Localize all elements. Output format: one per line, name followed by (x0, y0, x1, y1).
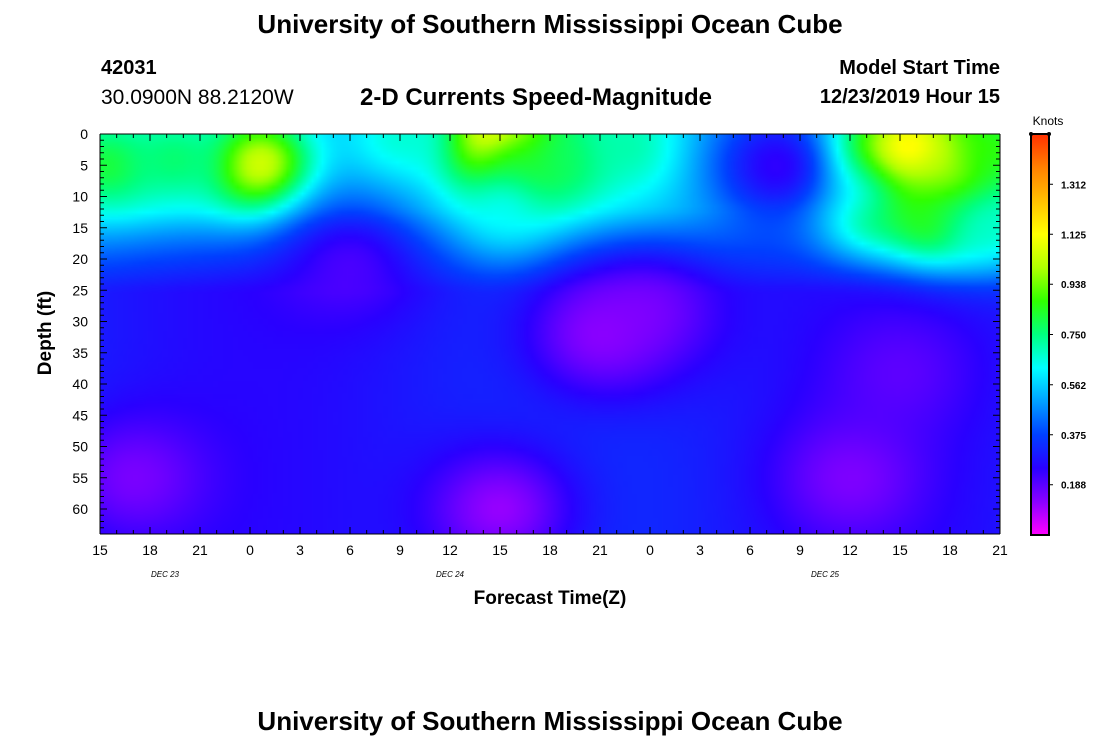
x-tick-label: 9 (396, 542, 404, 558)
x-axis-label: Forecast Time(Z) (474, 588, 627, 609)
x-tick-label: 12 (842, 542, 858, 558)
footer-title: University of Southern Mississippi Ocean… (257, 706, 843, 736)
colorbar-corner (1029, 132, 1033, 136)
y-tick-label: 30 (72, 314, 88, 330)
y-tick-label: 40 (72, 376, 88, 392)
x-tick-label: 21 (592, 542, 608, 558)
date-label: DEC 24 (436, 570, 465, 579)
x-tick-label: 18 (942, 542, 958, 558)
y-tick-label: 20 (72, 251, 88, 267)
plot-area (100, 134, 1000, 534)
y-tick-label: 60 (72, 501, 88, 517)
y-tick-label: 0 (80, 126, 88, 142)
chart-subtitle: 2-D Currents Speed-Magnitude (360, 84, 713, 111)
colorbar-tick-label: 0.188 (1061, 481, 1086, 492)
x-tick-label: 15 (92, 542, 108, 558)
x-tick-label: 6 (746, 542, 754, 558)
y-tick-label: 5 (80, 157, 88, 173)
model-start-value: 12/23/2019 Hour 15 (819, 86, 1000, 108)
heatmap-raster (100, 134, 1000, 534)
x-tick-label: 15 (492, 542, 508, 558)
y-tick-label: 35 (72, 345, 88, 361)
colorbar-tick-label: 1.312 (1061, 180, 1086, 191)
x-tick-label: 21 (192, 542, 208, 558)
x-tick-label: 12 (442, 542, 458, 558)
x-tick-label: 0 (646, 542, 654, 558)
y-axis-label: Depth (ft) (35, 291, 56, 375)
station-id: 42031 (101, 57, 157, 79)
y-tick-label: 10 (72, 189, 88, 205)
x-tick-label: 21 (992, 542, 1008, 558)
colorbar-gradient (1030, 133, 1050, 536)
date-label: DEC 25 (811, 570, 840, 579)
colorbar-tick-label: 0.750 (1061, 331, 1086, 342)
axes: 15 18 21 0 3 6 9 12 15 18 21 0 3 6 9 12 15 18 21 DEC 23 DEC … (72, 126, 1008, 579)
y-tick-label: 15 (72, 220, 88, 236)
date-label: DEC 23 (151, 570, 180, 579)
x-tick-label: 18 (142, 542, 158, 558)
colorbar-tick-label: 0.375 (1061, 431, 1086, 442)
colorbar-tick-label: 0.562 (1061, 381, 1086, 392)
x-tick-label: 3 (696, 542, 704, 558)
station-coordinates: 30.0900N 88.2120W (101, 86, 294, 109)
colorbar: 1.312 1.125 0.938 0.750 0.562 0.375 0.188 (1029, 132, 1086, 536)
y-tick-label: 55 (72, 470, 88, 486)
colorbar-title: Knots (1033, 114, 1064, 128)
x-tick-label: 18 (542, 542, 558, 558)
x-tick-label: 15 (892, 542, 908, 558)
y-tick-label: 25 (72, 282, 88, 298)
colorbar-corner (1047, 132, 1051, 136)
x-tick-label: 9 (796, 542, 804, 558)
colorbar-tick-label: 0.938 (1061, 280, 1086, 291)
y-tick-label: 45 (72, 407, 88, 423)
y-tick-label: 50 (72, 439, 88, 455)
x-tick-label: 6 (346, 542, 354, 558)
x-tick-label: 0 (246, 542, 254, 558)
x-tick-label: 3 (296, 542, 304, 558)
page-title: University of Southern Mississippi Ocean… (257, 9, 843, 39)
model-start-label: Model Start Time (839, 57, 1000, 79)
colorbar-tick-label: 1.125 (1061, 230, 1086, 241)
